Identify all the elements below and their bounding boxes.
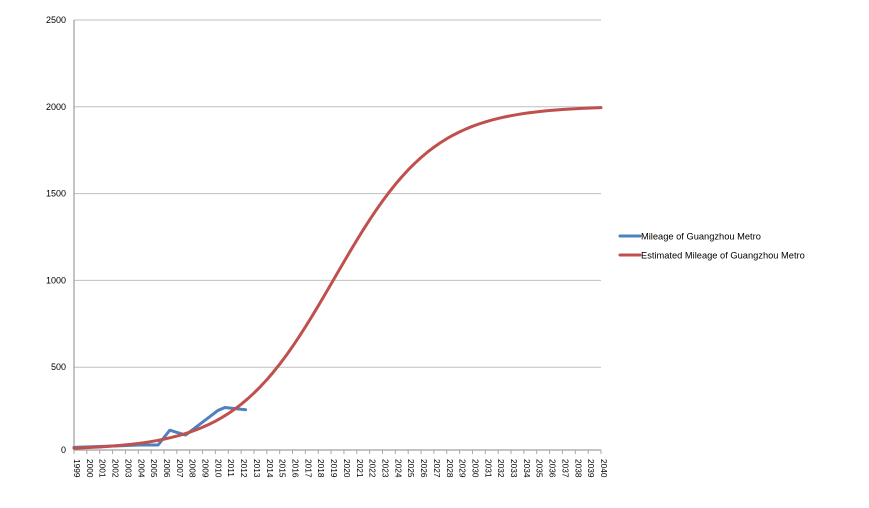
svg-text:2004: 2004 [136, 459, 146, 478]
svg-text:Mileage of Guangzhou Metro: Mileage of Guangzhou Metro [641, 232, 761, 242]
svg-text:2035: 2035 [535, 459, 545, 478]
svg-text:2003: 2003 [123, 459, 133, 478]
svg-text:2007: 2007 [175, 459, 185, 478]
svg-text:2017: 2017 [303, 459, 313, 478]
svg-text:2022: 2022 [368, 459, 378, 478]
svg-text:1500: 1500 [46, 189, 66, 199]
svg-text:2005: 2005 [149, 459, 159, 478]
svg-text:2013: 2013 [252, 459, 262, 478]
svg-text:2006: 2006 [162, 459, 172, 478]
svg-text:2024: 2024 [393, 459, 403, 478]
svg-text:2001: 2001 [98, 459, 108, 478]
svg-text:2008: 2008 [188, 459, 198, 478]
svg-text:2021: 2021 [355, 459, 365, 478]
svg-text:2010: 2010 [213, 459, 223, 478]
svg-text:2019: 2019 [329, 459, 339, 478]
svg-text:2015: 2015 [278, 459, 288, 478]
svg-text:2500: 2500 [46, 15, 66, 25]
svg-text:2029: 2029 [458, 459, 468, 478]
svg-text:2026: 2026 [419, 459, 429, 478]
svg-text:1000: 1000 [46, 275, 66, 285]
svg-text:2039: 2039 [586, 459, 596, 478]
svg-text:2040: 2040 [599, 459, 609, 478]
svg-text:2016: 2016 [291, 459, 301, 478]
svg-text:2031: 2031 [483, 459, 493, 478]
svg-text:2038: 2038 [573, 459, 583, 478]
svg-text:2027: 2027 [432, 459, 442, 478]
svg-text:2000: 2000 [85, 459, 95, 478]
svg-text:2028: 2028 [445, 459, 455, 478]
svg-text:2036: 2036 [548, 459, 558, 478]
svg-text:500: 500 [51, 362, 66, 372]
svg-text:2025: 2025 [406, 459, 416, 478]
svg-text:2014: 2014 [265, 459, 275, 478]
svg-text:2033: 2033 [509, 459, 519, 478]
svg-text:2011: 2011 [226, 459, 236, 477]
svg-text:Estimated Mileage of Guangzhou: Estimated Mileage of Guangzhou Metro [641, 251, 805, 261]
svg-text:2018: 2018 [316, 459, 326, 478]
svg-text:1999: 1999 [72, 459, 82, 478]
svg-text:2030: 2030 [470, 459, 480, 478]
svg-text:2012: 2012 [239, 459, 249, 478]
svg-text:0: 0 [61, 445, 66, 455]
svg-text:2009: 2009 [201, 459, 211, 478]
svg-text:2020: 2020 [342, 459, 352, 478]
svg-text:2034: 2034 [522, 459, 532, 478]
svg-text:2032: 2032 [496, 459, 506, 478]
svg-text:2037: 2037 [560, 459, 570, 478]
svg-text:2023: 2023 [380, 459, 390, 478]
svg-text:2002: 2002 [111, 459, 121, 478]
svg-text:2000: 2000 [46, 102, 66, 112]
